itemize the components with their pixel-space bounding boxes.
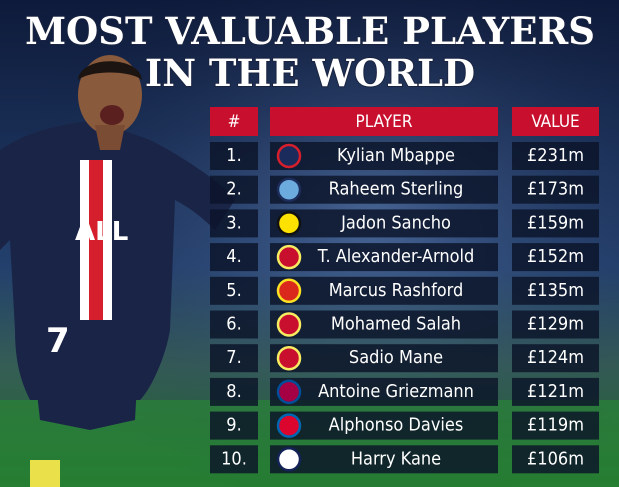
row-cell [512,310,599,339]
title-line-1: MOST VALUABLE PLAYERS [25,9,595,53]
header-cell [210,107,258,136]
row-cell [270,445,498,474]
player-value: £152m [527,246,584,267]
player-name: Antoine Griezmann [318,381,474,402]
club-badge [276,379,302,405]
club-badge [276,177,302,202]
rank: 1. [226,145,241,166]
club-badge [276,345,302,371]
player-value: £173m [527,179,584,200]
player-name: Kylian Mbappe [337,145,455,166]
row-cell [210,142,258,170]
rank: 6. [226,314,241,335]
header-cell [512,107,599,136]
row-cell [270,243,498,272]
row-cell [512,276,599,305]
value-header: VALUE [531,112,579,132]
club-badge [276,278,302,304]
player-name: Jadon Sancho [340,212,451,233]
row-cell [512,142,599,170]
rank: 10. [221,448,247,469]
svg-text:ALL: ALL [75,217,128,247]
player-name: Sadio Mane [349,347,443,368]
rank-header: # [228,112,241,132]
row-cell [210,276,258,305]
row-cell [512,175,599,204]
player-name: Harry Kane [351,448,441,469]
rank: 7. [226,347,241,368]
row-cell [512,377,599,406]
club-badge [276,447,302,472]
player-name: Mohamed Salah [331,314,461,335]
row-cell [210,310,258,339]
row-cell [210,243,258,272]
player-value: £135m [527,280,584,301]
row-cell [210,209,258,238]
row-cell [512,344,599,373]
club-badge [276,244,302,270]
player-value: £129m [527,314,584,335]
row-cell [270,377,498,406]
row-cell [270,142,498,170]
row-cell [210,411,258,440]
row-cell [270,310,498,339]
player-name: T. Alexander-Arnold [317,246,475,267]
rank: 5. [226,280,241,301]
row-cell [270,276,498,305]
row-cell [270,175,498,204]
row-cell [270,344,498,373]
player-value: £106m [527,448,584,469]
row-cell [210,175,258,204]
rank: 3. [226,212,241,233]
player-name: Alphonso Davies [329,415,464,436]
svg-text:7: 7 [46,321,70,361]
player-name: Raheem Sterling [329,179,464,200]
player-value: £159m [527,212,584,233]
player-value: £119m [527,415,584,436]
player-figure: ALL 7 [0,55,235,487]
player-value: £124m [527,347,584,368]
rank: 2. [226,179,241,200]
row-cell [270,411,498,440]
title-line-2: IN THE WORLD [145,51,475,95]
club-badge [276,312,302,337]
table: # PLAYER VALUE 1. Kylian Mbappe £231m 2. Raheem… [210,107,599,474]
row-cell [210,344,258,373]
rank: 8. [226,381,241,402]
rank: 9. [226,415,241,436]
row-cell [512,445,599,474]
row-cell [512,411,599,440]
row-cell [512,209,599,238]
header-cell [270,107,498,136]
row-cell [512,243,599,272]
club-badge [276,211,302,236]
player-name: Marcus Rashford [329,280,464,301]
row-cell [210,377,258,406]
player-value: £231m [527,145,584,166]
player-value: £121m [527,381,584,402]
player-header: PLAYER [356,112,413,132]
club-badge [276,413,302,438]
row-cell [210,445,258,474]
row-cell [270,209,498,238]
rank: 4. [226,246,241,267]
club-badge [276,143,302,169]
